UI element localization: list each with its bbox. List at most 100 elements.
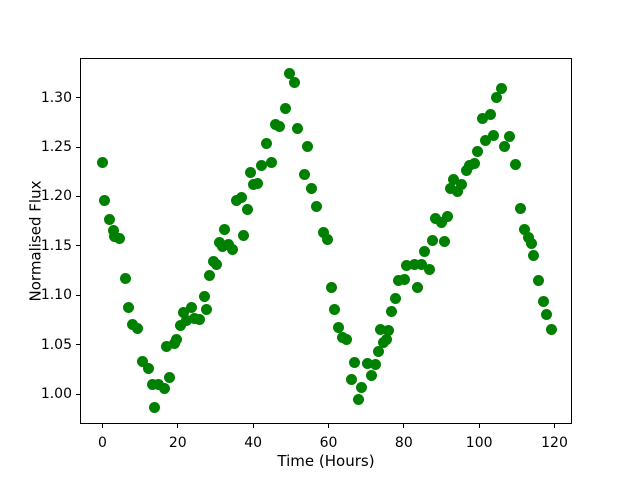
data-point: [163, 372, 175, 383]
data-point: [265, 157, 277, 169]
data-point: [469, 158, 481, 170]
x-tick-mark: [478, 424, 480, 428]
data-point: [161, 341, 173, 353]
data-point: [114, 232, 126, 244]
y-tick-mark: [76, 146, 80, 148]
data-point: [380, 334, 392, 346]
y-tick-label: 1.00: [40, 386, 72, 403]
data-point: [436, 216, 447, 228]
data-point: [255, 160, 267, 172]
y-tick-label: 1.10: [40, 287, 72, 304]
data-point: [292, 122, 304, 134]
y-tick-label: 1.15: [40, 237, 72, 254]
data-point: [204, 270, 216, 282]
data-point: [514, 202, 526, 214]
data-point: [419, 246, 431, 258]
data-point: [401, 260, 413, 272]
y-tick-label: 1.20: [40, 188, 72, 205]
data-point: [318, 226, 330, 238]
data-point: [306, 183, 318, 195]
data-point: [186, 301, 198, 313]
data-point: [498, 140, 510, 152]
data-point: [423, 264, 435, 276]
data-point: [472, 146, 484, 158]
x-tick-mark: [554, 424, 556, 428]
x-tick-mark: [328, 424, 329, 428]
data-point: [416, 259, 428, 271]
data-point: [519, 223, 531, 235]
x-tick-label: 0: [98, 435, 107, 451]
data-point: [251, 178, 263, 190]
y-tick-mark: [76, 393, 80, 395]
data-point: [310, 200, 322, 212]
x-tick-label: 80: [394, 435, 413, 451]
data-point: [526, 238, 538, 250]
x-tick-mark: [177, 424, 179, 428]
data-point: [245, 167, 257, 179]
data-point: [274, 120, 286, 132]
data-point: [280, 102, 292, 114]
data-point: [329, 303, 341, 315]
data-point: [298, 169, 310, 181]
data-point: [147, 378, 159, 390]
data-point: [180, 314, 192, 326]
data-point: [108, 224, 120, 236]
data-point: [227, 244, 239, 256]
y-tick-label: 1.25: [40, 139, 72, 156]
x-tick-label: 60: [319, 435, 338, 451]
data-point: [484, 108, 496, 120]
data-point: [158, 382, 170, 394]
data-point: [333, 321, 345, 333]
data-point: [382, 324, 394, 336]
data-point: [522, 231, 534, 243]
data-point: [174, 319, 186, 331]
data-point: [451, 186, 463, 198]
data-point: [302, 140, 314, 152]
data-point: [541, 308, 553, 320]
data-point: [455, 179, 467, 191]
data-point: [488, 129, 500, 141]
data-point: [200, 303, 212, 315]
y-tick-label: 1.30: [40, 89, 72, 106]
data-point: [374, 323, 386, 335]
data-point: [346, 373, 358, 385]
data-point: [211, 259, 223, 271]
data-point: [237, 229, 249, 241]
data-point: [341, 334, 353, 346]
data-point: [143, 363, 155, 375]
data-point: [399, 274, 411, 286]
data-point: [198, 290, 210, 302]
data-point: [504, 130, 516, 142]
data-point: [460, 165, 472, 177]
data-point: [441, 210, 453, 222]
data-point: [131, 322, 143, 334]
data-point: [477, 112, 489, 124]
data-point: [326, 281, 338, 293]
x-tick-label: 100: [465, 435, 493, 451]
data-point: [288, 77, 300, 89]
x-tick-mark: [252, 424, 254, 428]
data-point: [372, 346, 384, 358]
data-point: [260, 137, 272, 149]
y-tick-mark: [76, 344, 80, 346]
data-point: [98, 194, 110, 206]
data-point: [349, 357, 361, 369]
data-point: [96, 157, 108, 169]
data-point: [136, 356, 148, 368]
data-point: [193, 313, 205, 325]
data-point: [352, 393, 364, 405]
data-point: [439, 235, 451, 247]
data-point: [408, 259, 420, 271]
data-point: [532, 275, 544, 287]
y-tick-mark: [76, 97, 80, 99]
x-tick-mark: [101, 424, 103, 428]
data-point: [510, 159, 522, 171]
data-point: [495, 83, 507, 95]
data-point: [430, 212, 442, 224]
data-point: [149, 401, 161, 413]
x-tick-label: 40: [244, 435, 263, 451]
data-point: [104, 213, 116, 225]
x-axis-label: Time (Hours): [277, 452, 375, 470]
y-tick-mark: [76, 245, 80, 247]
